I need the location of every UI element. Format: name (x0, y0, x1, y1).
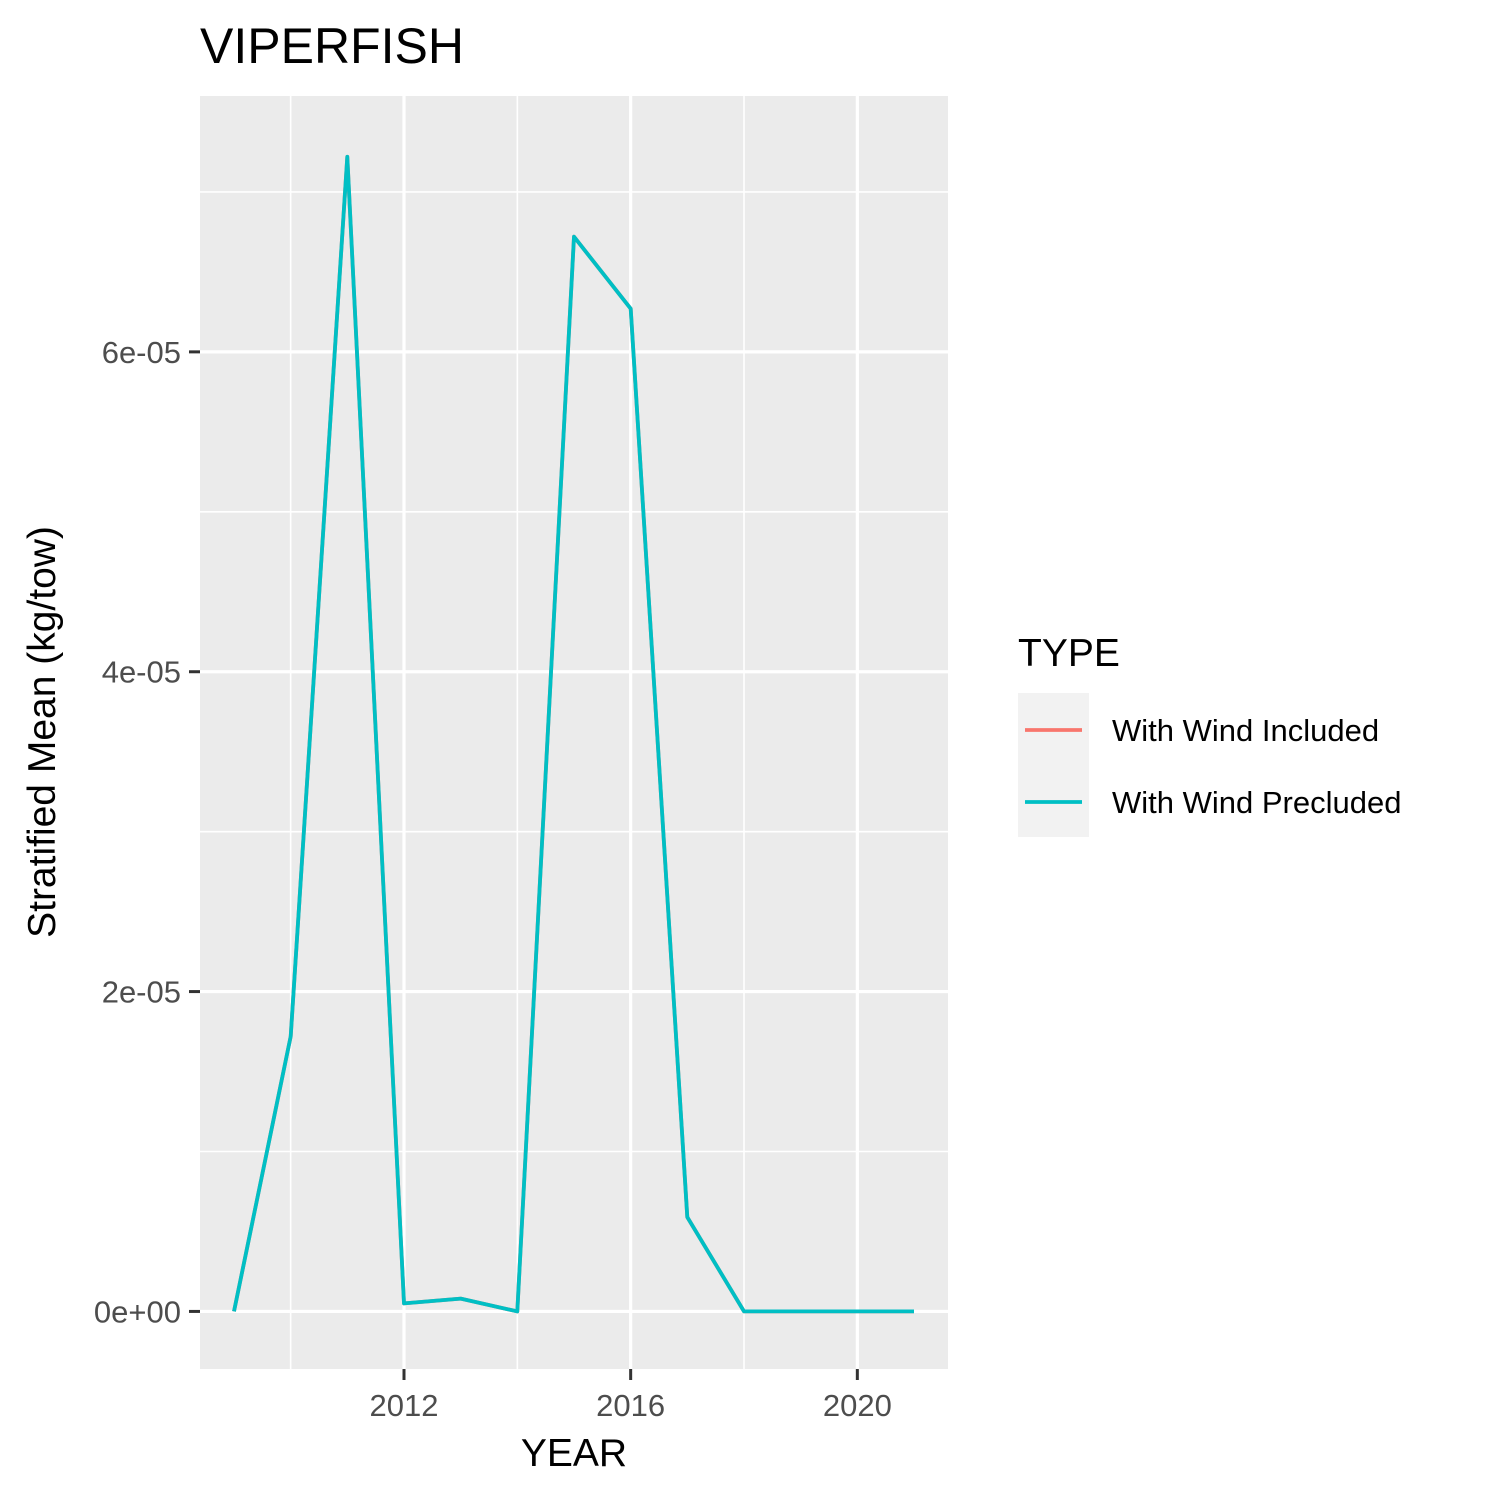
x-tick-label: 2020 (823, 1388, 892, 1423)
legend-label-0: With Wind Included (1112, 713, 1379, 748)
legend-label-1: With Wind Precluded (1112, 785, 1401, 820)
series-line-1 (232, 154, 914, 1314)
y-tick-label: 6e-05 (102, 335, 181, 370)
chart-title: VIPERFISH (200, 18, 464, 74)
legend-key-background (1018, 693, 1089, 837)
major-gridlines (200, 96, 948, 1369)
x-tick-label: 2016 (596, 1388, 665, 1423)
legend-title: TYPE (1018, 632, 1120, 675)
series-layer (232, 154, 914, 1314)
x-axis: 2012 2016 2020 (370, 1369, 892, 1423)
y-axis-title: Stratified Mean (kg/tow) (21, 526, 64, 938)
x-axis-title: YEAR (521, 1432, 627, 1475)
plot-panel (200, 96, 948, 1369)
y-axis: 0e+00 2e-05 4e-05 6e-05 (94, 335, 200, 1329)
y-tick-label: 4e-05 (102, 655, 181, 690)
x-tick-label: 2012 (370, 1388, 439, 1423)
legend-items: With Wind Included With Wind Precluded (1025, 713, 1401, 820)
y-tick-label: 2e-05 (102, 975, 181, 1010)
legend: TYPE With Wind Included With Wind Preclud… (1018, 632, 1401, 837)
y-tick-label: 0e+00 (94, 1294, 181, 1329)
